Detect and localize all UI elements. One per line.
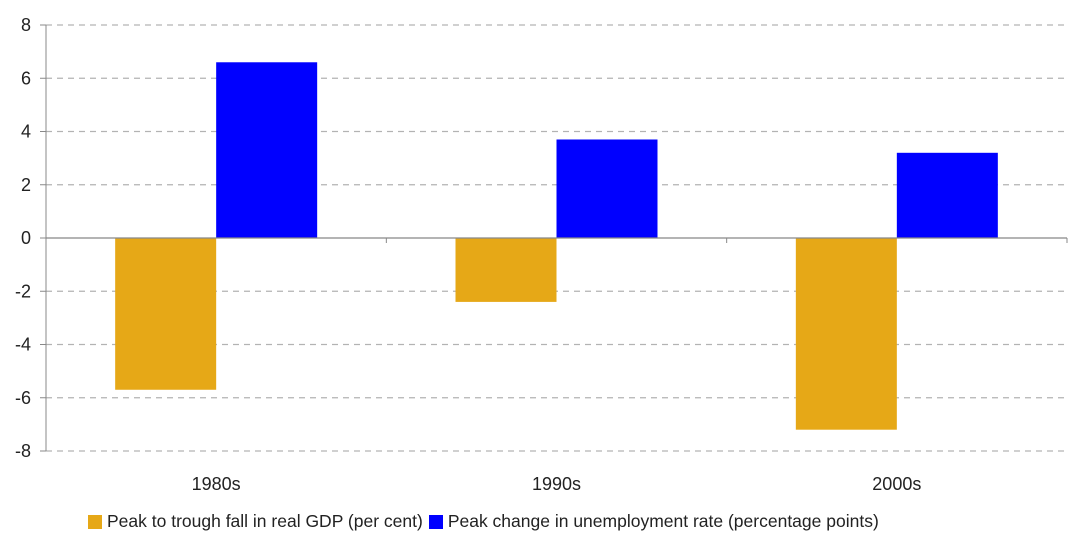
y-tick-label: -6	[15, 388, 31, 408]
y-axis: 8 6 4 2 0 -2 -4 -6 -8	[15, 15, 46, 461]
y-tick-label: 4	[21, 122, 31, 142]
bar-gdp-2000s	[795, 238, 897, 430]
y-tick-label: -4	[15, 335, 31, 355]
legend-swatch-gdp	[88, 514, 102, 529]
bar-unemployment-1990s	[556, 139, 658, 238]
axes	[45, 25, 1068, 451]
bar-gdp-1990s	[455, 238, 557, 302]
bar-unemployment-1980s	[216, 62, 318, 239]
legend-label-unemployment: Peak change in unemployment rate (percen…	[447, 511, 879, 531]
legend: Peak to trough fall in real GDP (per cen…	[88, 511, 885, 532]
y-tick-label: -2	[15, 281, 31, 301]
legend-item-unemployment: Peak change in unemployment rate (percen…	[428, 511, 879, 532]
bars	[115, 62, 998, 430]
y-tick-label: 2	[21, 175, 31, 195]
legend-item-gdp: Peak to trough fall in real GDP (per cen…	[88, 511, 423, 532]
y-tick-label: 0	[21, 228, 31, 248]
x-category-label: 2000s	[872, 474, 921, 494]
y-tick-label: -8	[15, 441, 31, 461]
x-category-label: 1990s	[532, 474, 581, 494]
x-axis: 1980s 1990s 2000s	[192, 474, 922, 494]
legend-label-gdp: Peak to trough fall in real GDP (per cen…	[107, 511, 423, 531]
y-tick-label: 8	[21, 15, 31, 35]
bar-unemployment-2000s	[896, 152, 998, 238]
bar-gdp-1980s	[115, 238, 217, 390]
y-tick-label: 6	[21, 68, 31, 88]
legend-swatch-unemployment	[428, 514, 443, 529]
x-category-label: 1980s	[192, 474, 241, 494]
